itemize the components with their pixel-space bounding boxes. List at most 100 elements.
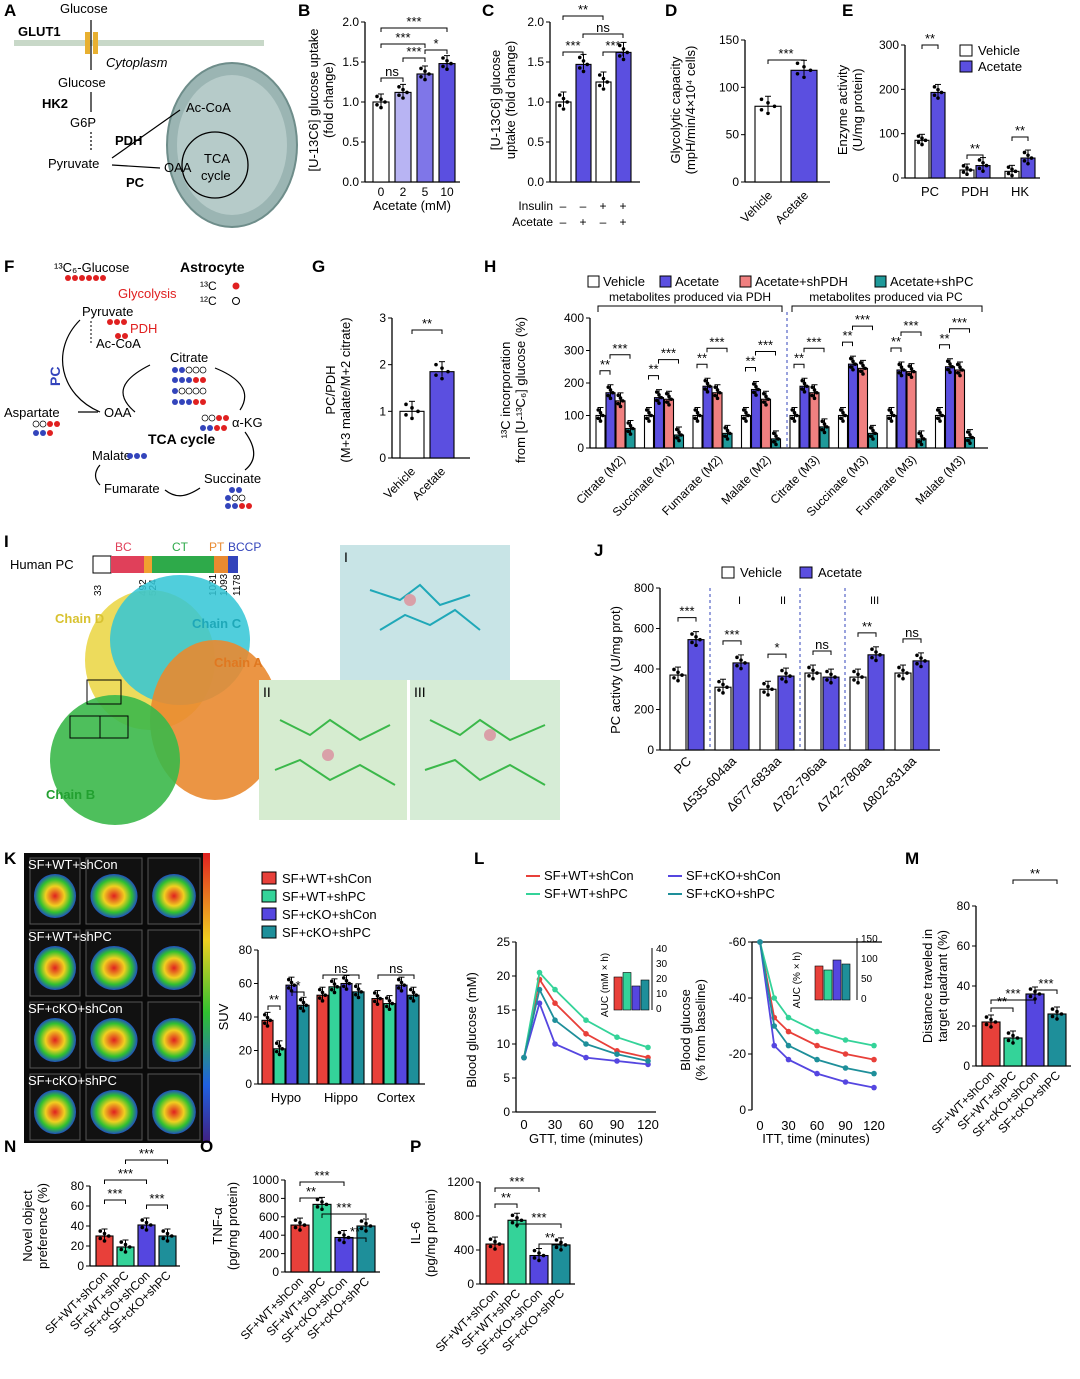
j-bar-acetate-point xyxy=(735,663,739,668)
f-cycle-arc4 xyxy=(164,487,201,497)
f-isotope-dots xyxy=(32,275,252,509)
h-bar-point xyxy=(751,390,756,395)
h-legend-label: Acetate+shPC xyxy=(890,274,973,289)
j-bar-vehicle-point xyxy=(766,684,770,689)
j-bar-acetate-point xyxy=(833,675,837,679)
h-bar-point xyxy=(909,375,914,380)
h-legend-label: Vehicle xyxy=(603,274,645,289)
i-bc: BC xyxy=(115,540,132,554)
p-bar-point xyxy=(537,1251,541,1255)
h-ytick-label: 100 xyxy=(564,409,584,423)
h-bar-point xyxy=(838,416,843,421)
panel-a: A Glucose GLUT1 Cytoplasm Glucose HK2 G6… xyxy=(4,1,298,228)
g-s1-bracket xyxy=(411,329,443,334)
b-s4-sig: * xyxy=(433,36,438,51)
m-bar-point xyxy=(1055,1017,1059,1021)
k-bar-point xyxy=(274,1041,279,1046)
k-bar-point xyxy=(268,1018,273,1023)
l-itt-xtick: 30 xyxy=(781,1118,795,1133)
f-isotope-dot xyxy=(122,333,128,339)
m-ylabel: target quadrant (%) xyxy=(935,930,950,1042)
h-bar-point xyxy=(909,367,914,371)
k-bar-point xyxy=(277,1044,282,1048)
i-inset-1-sticks xyxy=(369,583,481,631)
e-bar-acetate-point xyxy=(936,96,940,100)
b-bar-point xyxy=(449,61,453,66)
h-bar-point xyxy=(657,393,661,397)
l-auc1-bar xyxy=(622,972,632,1011)
l-gtt-point xyxy=(645,1058,651,1064)
f-isotope-dot xyxy=(208,414,216,422)
h-bar-point xyxy=(861,372,865,376)
f-isotope-dot xyxy=(223,415,229,421)
a-glut1-channel xyxy=(85,32,90,54)
i-domain-pt xyxy=(214,556,228,573)
f-isotope-dot xyxy=(186,399,192,405)
h-bar-point xyxy=(950,364,955,369)
l-auc1-bar xyxy=(613,976,623,1011)
p-s4-sig: ** xyxy=(545,1230,555,1245)
l-gtt-series xyxy=(523,970,649,1058)
h-bar-point xyxy=(899,373,904,378)
g-ylabel: PC/PDH xyxy=(323,365,338,414)
o-ytick-label: 1000 xyxy=(252,1173,279,1187)
j-bar-acetate-point xyxy=(870,647,874,652)
p-bar-point xyxy=(559,1248,563,1252)
m-bar-point xyxy=(1050,1007,1055,1011)
f-isotope-dot xyxy=(172,367,178,373)
m-ytick-label: 20 xyxy=(957,1019,971,1033)
b-xtick: 10 xyxy=(440,185,454,199)
k-s1-bracket xyxy=(267,1005,281,1010)
h-bar-point xyxy=(741,408,746,412)
k-label-2: SF+WT+shPC xyxy=(28,929,112,944)
h-bar-point xyxy=(774,434,778,438)
p-bar-point xyxy=(493,1247,497,1251)
n-s2-sig: *** xyxy=(118,1166,133,1181)
h-bar-point xyxy=(744,419,748,423)
b-bar xyxy=(394,91,412,183)
a-glucose-top: Glucose xyxy=(60,1,108,16)
h-bar-point xyxy=(812,396,817,401)
k-bar-point xyxy=(384,1004,389,1009)
k-pet-heat xyxy=(90,1018,138,1062)
l-gtt-point xyxy=(583,1031,589,1037)
h-bar-point xyxy=(917,431,922,436)
c-bar-point xyxy=(621,47,626,51)
c-bar-point xyxy=(617,43,622,48)
p-s2-sig: *** xyxy=(509,1174,524,1189)
k-bar-point xyxy=(265,1024,270,1028)
e-bar-acetate-point xyxy=(977,166,982,171)
i-ligand-1 xyxy=(404,594,416,606)
j-roman-1: I xyxy=(738,595,741,607)
c-s1-bracket xyxy=(562,51,584,56)
k-bar-point xyxy=(387,1007,392,1011)
b-ytick-label: 1.5 xyxy=(342,55,359,69)
m-bar xyxy=(1025,993,1045,1067)
h-bar xyxy=(712,392,723,449)
h-bar-point xyxy=(717,390,722,395)
h-bar-point xyxy=(727,431,732,436)
m-bar-point xyxy=(1037,992,1042,996)
d-s1-sig: *** xyxy=(778,46,793,61)
h-sig-a-sig: ** xyxy=(648,362,658,377)
m-bar-point xyxy=(1006,1031,1011,1035)
h-bar xyxy=(857,367,869,449)
m-ytick-label: 60 xyxy=(957,939,971,953)
p-bar-point xyxy=(515,1216,519,1220)
j-bar-vehicle-point xyxy=(672,676,676,680)
f-aspartate: Aspartate xyxy=(4,405,60,420)
l-itt-xtick: 90 xyxy=(838,1118,852,1133)
h-bar-point xyxy=(774,442,778,447)
l-itt-point xyxy=(871,1042,877,1049)
i-inset-2 xyxy=(259,680,407,820)
a-pc-arrow xyxy=(111,164,161,169)
f-cycle-arc2 xyxy=(214,367,246,411)
c-insulin-val: – xyxy=(580,199,587,213)
b-bar-point xyxy=(375,103,379,107)
h-sig-b-sig: *** xyxy=(612,341,627,356)
e-xtick: PC xyxy=(921,184,939,199)
h-bar-point xyxy=(935,408,940,412)
h-legend-swatch xyxy=(874,275,887,288)
i-chain-a-blob xyxy=(150,640,280,800)
h-sig-a-bracket xyxy=(793,363,805,369)
